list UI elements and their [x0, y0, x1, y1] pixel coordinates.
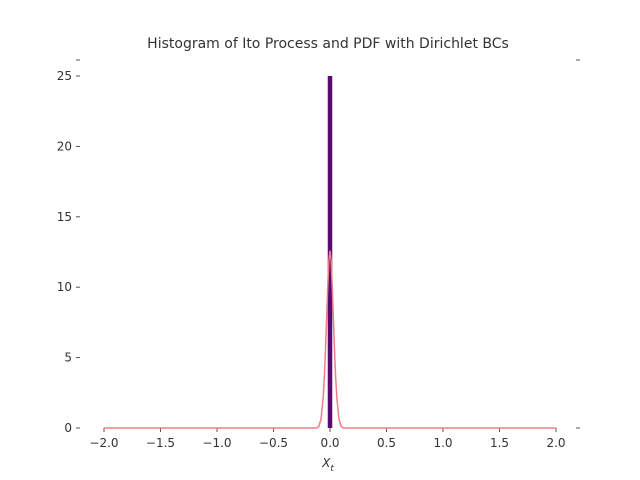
x-tick-label: 2.0 [546, 436, 565, 450]
x-tick-label: −0.5 [259, 436, 288, 450]
y-tick-label: 10 [57, 280, 72, 294]
x-axis-label-main: X [321, 456, 331, 470]
x-tick-label: 0.5 [377, 436, 396, 450]
y-tick-label: 20 [57, 139, 72, 153]
x-tick-label: 1.0 [433, 436, 452, 450]
x-tick-label: −2.0 [89, 436, 118, 450]
y-tick-label: 15 [57, 210, 72, 224]
x-tick-label: −1.0 [202, 436, 231, 450]
plot-area [104, 76, 556, 429]
x-tick-label: 1.5 [490, 436, 509, 450]
x-axis: −2.0 −1.5 −1.0 −0.5 0.0 0.5 1.0 1.5 2.0 [89, 428, 566, 450]
y-tick-label: 5 [64, 351, 72, 365]
x-axis-label-sub: t [330, 464, 334, 474]
y-axis: 0 5 10 15 20 25 [57, 59, 580, 435]
x-axis-label: Xt [321, 456, 334, 474]
chart-title: Histogram of Ito Process and PDF with Di… [147, 36, 509, 52]
x-tick-label: 0.0 [320, 436, 339, 450]
x-tick-label: −1.5 [146, 436, 175, 450]
pdf-line [104, 250, 556, 429]
y-tick-label: 25 [57, 69, 72, 83]
y-tick-label: 0 [64, 421, 72, 435]
